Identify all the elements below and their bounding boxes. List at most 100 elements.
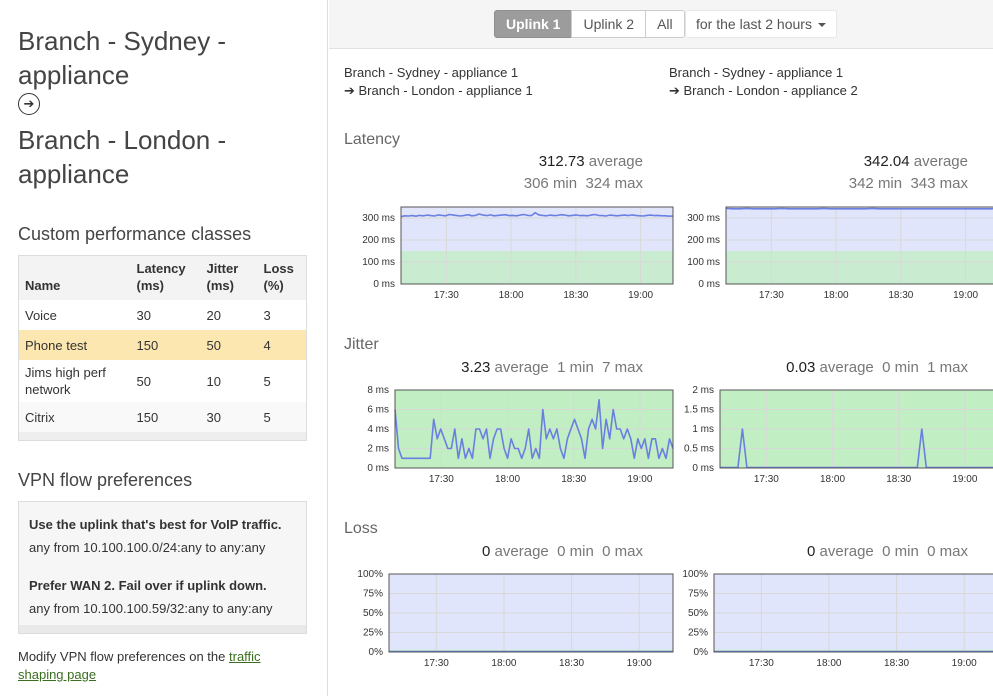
table-footer [18, 432, 307, 440]
stat-label: min [552, 175, 578, 192]
y-tick-label: 300 ms [687, 213, 720, 224]
stat-value: 343 [910, 175, 936, 192]
performance-classes-heading: Custom performance classes [18, 224, 252, 244]
uplink-selector: Uplink 1 Uplink 2 All [494, 10, 685, 38]
jitter-stats-uplink-2: 0.03 average 0 min 1 max [786, 357, 968, 379]
vpn-rule-title: Prefer WAN 2. Fail over if uplink down. [29, 578, 267, 593]
stat-value: 306 [523, 175, 549, 192]
table-row-highlighted[interactable]: Phone test 150 50 4 [18, 330, 307, 360]
cell-name: Voice [25, 307, 57, 323]
x-tick-label: 18:30 [559, 658, 584, 669]
column-destination: ➔ Branch - London - appliance 1 [344, 83, 533, 98]
column-header-name: Name [25, 278, 61, 293]
column-source: Branch - Sydney - appliance 1 [344, 65, 519, 80]
table-row[interactable]: Voice 30 20 3 [18, 300, 307, 330]
x-tick-label: 18:00 [491, 658, 516, 669]
tab-uplink-1[interactable]: Uplink 1 [494, 10, 573, 38]
column-header-uplink-2: Branch - Sydney - appliance 1 ➔ Branch -… [669, 64, 858, 100]
y-tick-label: 0 ms [373, 279, 395, 290]
stat-label: max [939, 543, 968, 560]
y-tick-label: 25% [363, 628, 383, 639]
column-source: Branch - Sydney - appliance 1 [669, 65, 844, 80]
latency-average: 312.73 average [524, 151, 643, 173]
cell-name: Jims high perf network [25, 365, 106, 397]
stat-label: average [494, 359, 549, 376]
above-threshold-band [726, 207, 993, 251]
stat-value: 0.03 [786, 359, 816, 376]
cell-latency: 50 [136, 373, 151, 389]
jitter-title: Jitter [344, 336, 379, 353]
stat-value: 312.73 [538, 153, 585, 170]
time-range-dropdown[interactable]: for the last 2 hours [685, 10, 837, 38]
plot-frame [719, 389, 993, 469]
chart-svg: 17:30 18:00 18:30 19:00 0 ms 0.5 ms 1 ms 1.5 ms… [684, 385, 993, 485]
stat-value: 342 [848, 175, 874, 192]
x-tick-label: 18:00 [499, 290, 524, 301]
latency-min-max: 306 min 324 max [524, 173, 643, 195]
loss-title: Loss [344, 520, 378, 537]
y-tick-label: 300 ms [362, 213, 395, 224]
stat-value: 0 [807, 543, 816, 560]
jitter-chart-uplink-2: 17:30 18:00 18:30 19:00 0 ms 0.5 ms 1 ms 1.5 ms… [674, 385, 993, 487]
tab-uplink-2[interactable]: Uplink 2 [571, 10, 647, 38]
latency-title: Latency [344, 131, 401, 148]
stat-label: min [569, 359, 594, 376]
stat-label: average [819, 359, 874, 376]
table-row[interactable]: Citrix 150 30 5 [18, 402, 307, 432]
y-tick-label: 75% [688, 589, 708, 600]
y-tick-label: 2 ms [692, 385, 714, 396]
x-tick-label: 19:00 [627, 474, 652, 485]
cell-loss: 3 [263, 307, 271, 323]
y-tick-label: 0% [694, 647, 709, 658]
above-threshold-band [389, 574, 673, 650]
below-threshold-band [401, 251, 673, 284]
chart-svg: 17:30 18:00 18:30 19:00 0% 25% 50% 75% 100% [357, 569, 674, 669]
loss-chart-uplink-2: 17:30 18:00 18:30 19:00 0% 25% 50% 75% 100% [674, 569, 993, 671]
x-tick-label: 18:00 [824, 290, 849, 301]
arrow-right-icon: ➔ [18, 93, 40, 115]
plot-frame [400, 206, 674, 285]
y-tick-label: 200 ms [687, 235, 720, 246]
x-tick-label: 17:30 [749, 658, 774, 669]
cell-loss: 5 [263, 373, 271, 389]
stat-label: min [894, 543, 919, 560]
plot-frame [713, 573, 993, 653]
y-tick-label: 100 ms [362, 257, 395, 268]
cell-loss: 5 [263, 409, 271, 425]
stat-label: max [614, 543, 643, 560]
traffic-shaping-link[interactable]: traffic shaping page [18, 649, 261, 682]
source-appliance-title: Branch - Sydney - appliance [18, 26, 227, 90]
table-row[interactable]: Jims high perf network 50 10 5 [18, 360, 307, 402]
y-tick-label: 50% [688, 608, 708, 619]
jitter-stats-uplink-1: 3.23 average 1 min 7 max [461, 357, 643, 379]
plot-frame [725, 206, 993, 285]
series-line [400, 211, 674, 218]
cell-name: Citrix [25, 409, 55, 425]
stat-value: 3.23 [461, 359, 491, 376]
x-tick-label: 19:00 [952, 474, 977, 485]
column-destination: ➔ Branch - London - appliance 2 [669, 83, 858, 98]
main-panel: Uplink 1 Uplink 2 All for the last 2 hou… [329, 0, 993, 696]
loss-stats-uplink-2: 0 average 0 min 0 max [807, 541, 968, 563]
vpn-box-footer [19, 625, 306, 633]
column-header-loss: Loss (%) [263, 261, 294, 293]
cell-jitter: 50 [206, 337, 221, 353]
x-tick-label: 18:00 [495, 474, 520, 485]
stat-label: max [939, 359, 968, 376]
column-header-uplink-1: Branch - Sydney - appliance 1 ➔ Branch -… [344, 64, 533, 100]
y-tick-label: 0 ms [367, 463, 389, 474]
x-tick-label: 17:30 [429, 474, 454, 485]
performance-classes-table: Name Latency (ms) Jitter (ms) Loss (%) V… [18, 255, 307, 441]
stat-value: 0 [882, 359, 891, 376]
x-tick-label: 17:30 [754, 474, 779, 485]
x-tick-label: 18:30 [561, 474, 586, 485]
y-tick-label: 2 ms [367, 444, 389, 455]
chart-svg: 17:30 18:00 18:30 19:00 0 ms 100 ms 200 ms 300 … [362, 206, 674, 301]
stat-label: min [569, 543, 594, 560]
tab-all[interactable]: All [645, 10, 685, 38]
latency-average: 342.04 average [849, 151, 968, 173]
stat-label: average [494, 543, 549, 560]
table-header-row: Name Latency (ms) Jitter (ms) Loss (%) [19, 256, 307, 301]
x-tick-label: 17:30 [434, 290, 459, 301]
chart-svg: 17:30 18:00 18:30 19:00 0 ms 2 ms 4 ms 6 ms 8 ms [367, 385, 674, 485]
